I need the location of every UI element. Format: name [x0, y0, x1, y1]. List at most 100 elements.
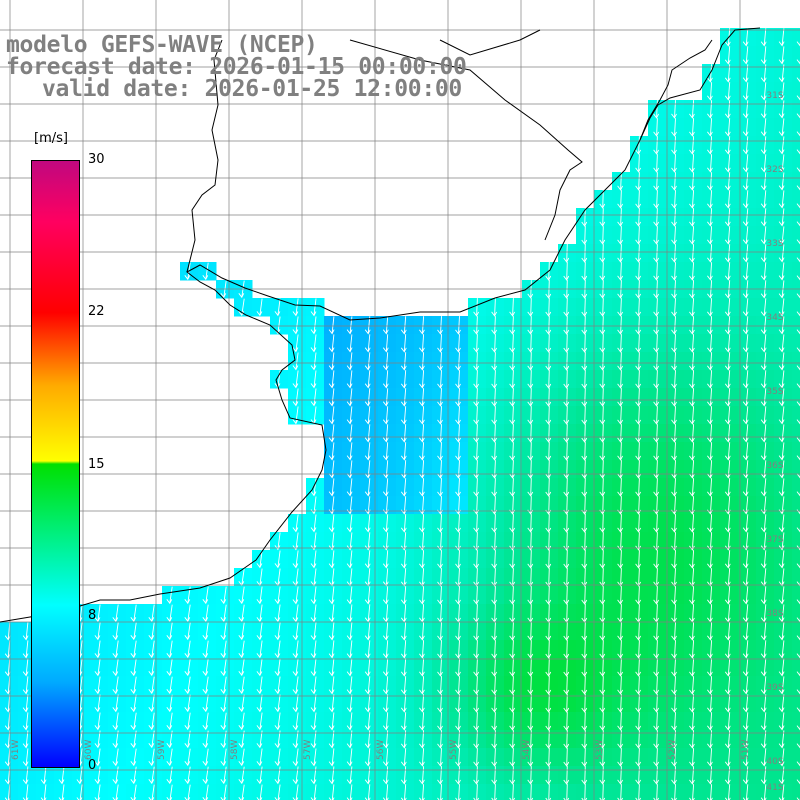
wind-arrow: [364, 424, 371, 443]
wind-arrow: [400, 712, 407, 731]
wind-arrow: [599, 784, 606, 800]
wind-arrow: [148, 604, 155, 623]
wind-arrow: [563, 693, 570, 713]
wind-arrow: [778, 370, 785, 389]
wind-arrow: [419, 550, 425, 569]
wind-arrow: [563, 423, 570, 443]
wind-arrow: [400, 514, 407, 533]
wind-arrow: [653, 784, 660, 800]
wind-arrow: [724, 514, 731, 533]
wind-arrow: [292, 388, 299, 407]
wind-arrow: [419, 676, 425, 695]
wind-arrow: [671, 388, 677, 407]
wind-arrow: [455, 532, 461, 551]
wind-arrow: [220, 622, 227, 641]
wind-arrow: [581, 369, 588, 389]
lon-label: 52W: [668, 740, 678, 760]
wind-arrow: [707, 298, 713, 317]
colorbar-tick-8: 8: [88, 608, 97, 623]
lon-label: 55W: [449, 740, 459, 760]
wind-arrow: [742, 46, 749, 65]
wind-arrow: [184, 766, 191, 785]
wind-arrow: [563, 405, 570, 425]
field-cell: [792, 766, 800, 785]
wind-arrow: [364, 586, 371, 605]
wind-arrow: [635, 136, 642, 155]
wind-arrow: [617, 388, 624, 407]
wind-arrow: [599, 712, 606, 731]
wind-arrow: [473, 334, 480, 353]
wind-arrow: [653, 550, 660, 569]
field-cell: [792, 100, 800, 119]
wind-arrow: [346, 712, 353, 731]
wind-arrow: [545, 639, 552, 659]
wind-arrow: [491, 568, 498, 587]
wind-arrow: [22, 658, 29, 677]
wind-arrow: [689, 766, 695, 785]
wind-arrow: [310, 748, 317, 767]
wind-arrow: [707, 460, 713, 479]
wind-arrow: [778, 190, 785, 209]
lon-label: 61W: [11, 740, 21, 760]
wind-arrow: [707, 226, 713, 245]
wind-arrow: [292, 784, 299, 800]
wind-arrow: [671, 532, 677, 551]
wind-arrow: [364, 442, 371, 461]
wind-arrow: [545, 675, 552, 695]
wind-arrow: [382, 334, 389, 353]
field-cell: [792, 244, 800, 263]
wind-arrow: [166, 694, 173, 713]
wind-arrow: [473, 784, 480, 800]
wind-arrow: [256, 676, 263, 695]
wind-arrow: [635, 478, 642, 497]
wind-arrow: [760, 334, 767, 353]
wind-arrow: [491, 748, 498, 767]
wind-arrow: [455, 460, 461, 479]
wind-arrow: [617, 370, 624, 389]
wind-arrow: [509, 370, 516, 389]
wind-arrow: [419, 784, 425, 800]
wind-arrow: [364, 460, 371, 479]
wind-arrow: [760, 460, 767, 479]
wind-arrow: [689, 712, 695, 731]
lat-label: 36S: [766, 461, 783, 471]
wind-arrow: [473, 550, 480, 569]
wind-arrow: [742, 100, 749, 119]
wind-arrow: [742, 460, 749, 479]
wind-arrow: [653, 460, 660, 479]
wind-arrow: [274, 658, 281, 677]
wind-arrow: [292, 766, 299, 785]
wind-arrow: [382, 784, 389, 800]
wind-arrow: [760, 226, 767, 245]
wind-arrow: [617, 622, 624, 641]
wind-arrow: [689, 694, 695, 713]
wind-arrow: [238, 640, 245, 659]
wind-arrow: [760, 82, 767, 101]
wind-arrow: [437, 316, 443, 335]
wind-arrow: [635, 640, 642, 659]
wind-arrow: [635, 676, 642, 695]
wind-arrow: [328, 388, 335, 407]
wind-arrow: [310, 784, 317, 800]
wind-arrow: [599, 622, 606, 641]
wind-arrow: [94, 748, 101, 767]
field-cell: [792, 154, 800, 173]
wind-arrow: [148, 766, 155, 785]
field-cell: [792, 622, 800, 641]
wind-arrow: [400, 316, 407, 335]
wind-arrow: [130, 658, 137, 677]
wind-arrow: [509, 424, 516, 443]
wind-arrow: [671, 100, 677, 119]
wind-arrow: [760, 136, 767, 155]
wind-arrow: [778, 676, 785, 695]
wind-arrow: [346, 604, 353, 623]
wind-arrow: [671, 568, 677, 587]
wind-arrow: [707, 586, 713, 605]
wind-arrow: [256, 586, 263, 605]
wind-arrow: [760, 442, 767, 461]
wind-arrow: [364, 316, 371, 335]
wind-arrow: [545, 513, 552, 533]
wind-arrow: [599, 226, 606, 245]
wind-arrow: [220, 604, 227, 623]
